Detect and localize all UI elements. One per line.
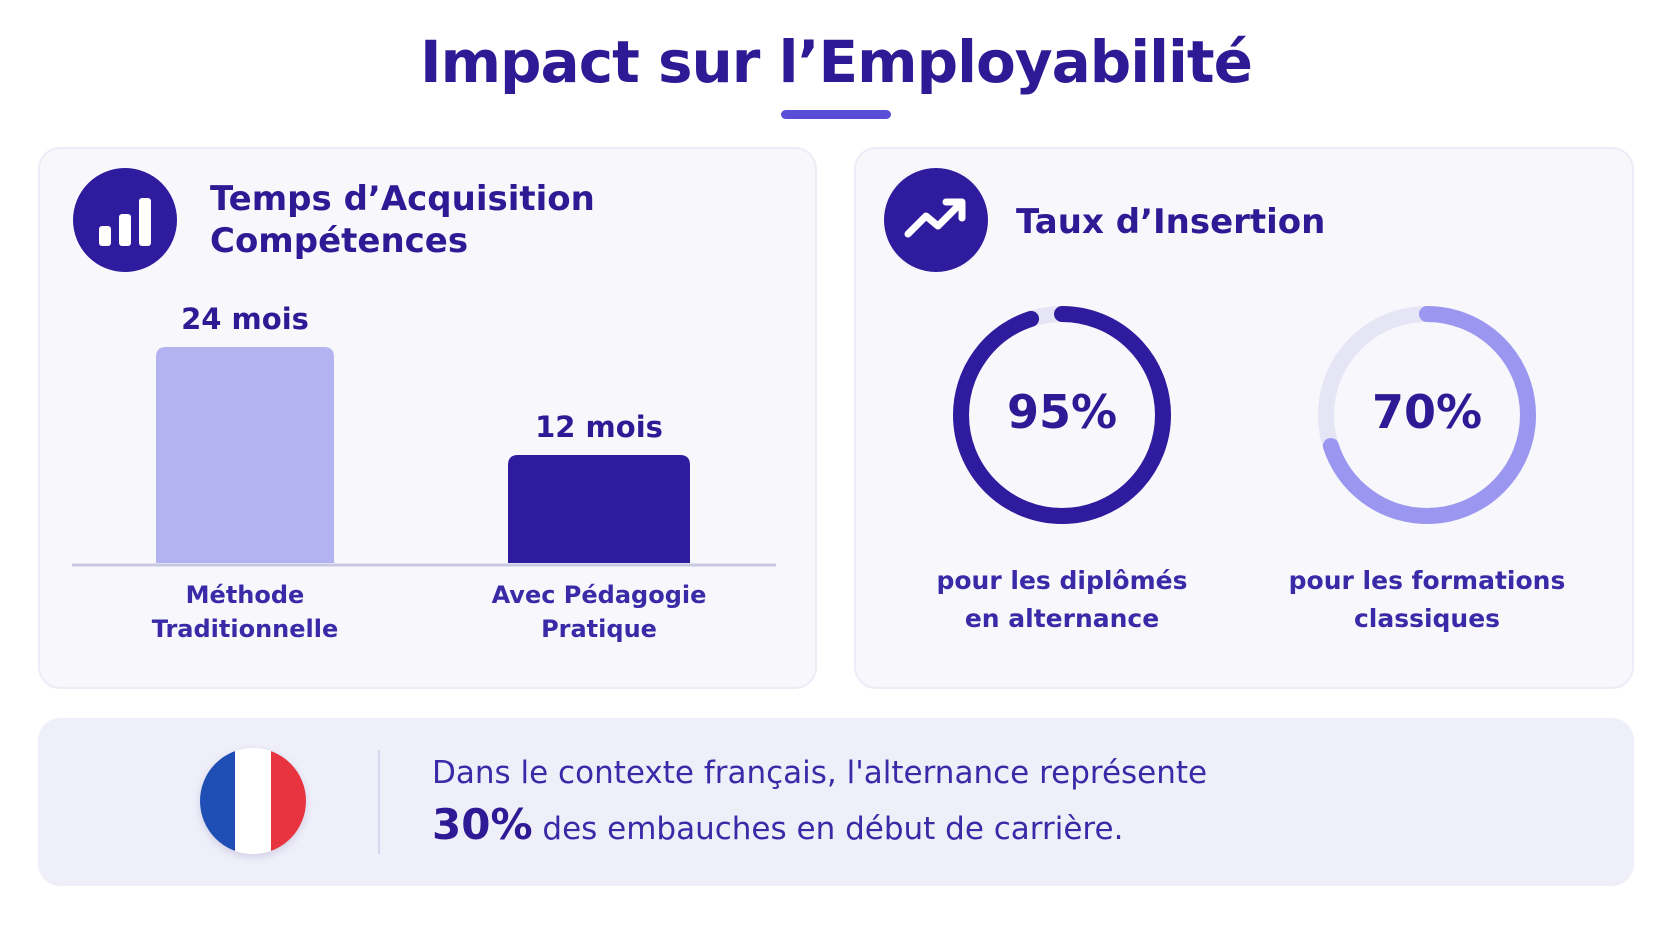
bar-2	[508, 455, 690, 563]
acquisition-title-line1: Temps d’Acquisition	[210, 179, 595, 219]
trending-up-icon	[884, 168, 988, 272]
ring-caption-alternance-line1: pour les diplômés	[936, 566, 1188, 595]
ring-progress-classiques	[1318, 306, 1536, 524]
ring-caption-alternance-line2: en alternance	[964, 604, 1160, 633]
banner-text-line1: Dans le contexte français, l'alternance …	[432, 755, 1208, 791]
acquisition-title-line2: Compétences	[210, 221, 469, 261]
ring-value-alternance: 95%	[1006, 385, 1118, 439]
ring-value-classiques: 70%	[1371, 385, 1483, 439]
bar-value-label-2: 12 mois	[535, 410, 663, 444]
bar-value-label-1: 24 mois	[181, 302, 309, 336]
insertion-card-title: Taux d’Insertion	[1016, 202, 1326, 242]
bar-category-label-2-line2: Pratique	[541, 615, 657, 643]
banner-highlight-value: 30%	[432, 800, 533, 849]
banner-text-rest: des embauches en début de carrière.	[532, 811, 1124, 847]
ring-caption-classiques-line2: classiques	[1353, 604, 1501, 633]
page-title: Impact sur l’Employabilité	[420, 28, 1253, 96]
ring-caption-classiques: pour les formations classiques	[1267, 562, 1587, 638]
banner-text-line2: 30% des embauches en début de carrière.	[432, 800, 1123, 849]
ring-caption-classiques-line1: pour les formations	[1288, 566, 1566, 595]
bar-category-label-1-line2: Traditionnelle	[152, 615, 339, 643]
banner-divider	[378, 750, 380, 854]
bar-category-label-2-line1: Avec Pédagogie	[492, 581, 707, 609]
bar-1	[156, 347, 334, 563]
bar-chart-icon	[73, 168, 177, 272]
ring-progress-alternance	[953, 306, 1171, 524]
france-flag-icon	[200, 748, 306, 854]
title-underline	[781, 110, 891, 119]
bar-category-label-1-line1: Méthode	[186, 581, 305, 609]
acquisition-card-title: Temps d’Acquisition Compétences	[210, 178, 595, 262]
ring-caption-alternance: pour les diplômés en alternance	[902, 562, 1222, 638]
